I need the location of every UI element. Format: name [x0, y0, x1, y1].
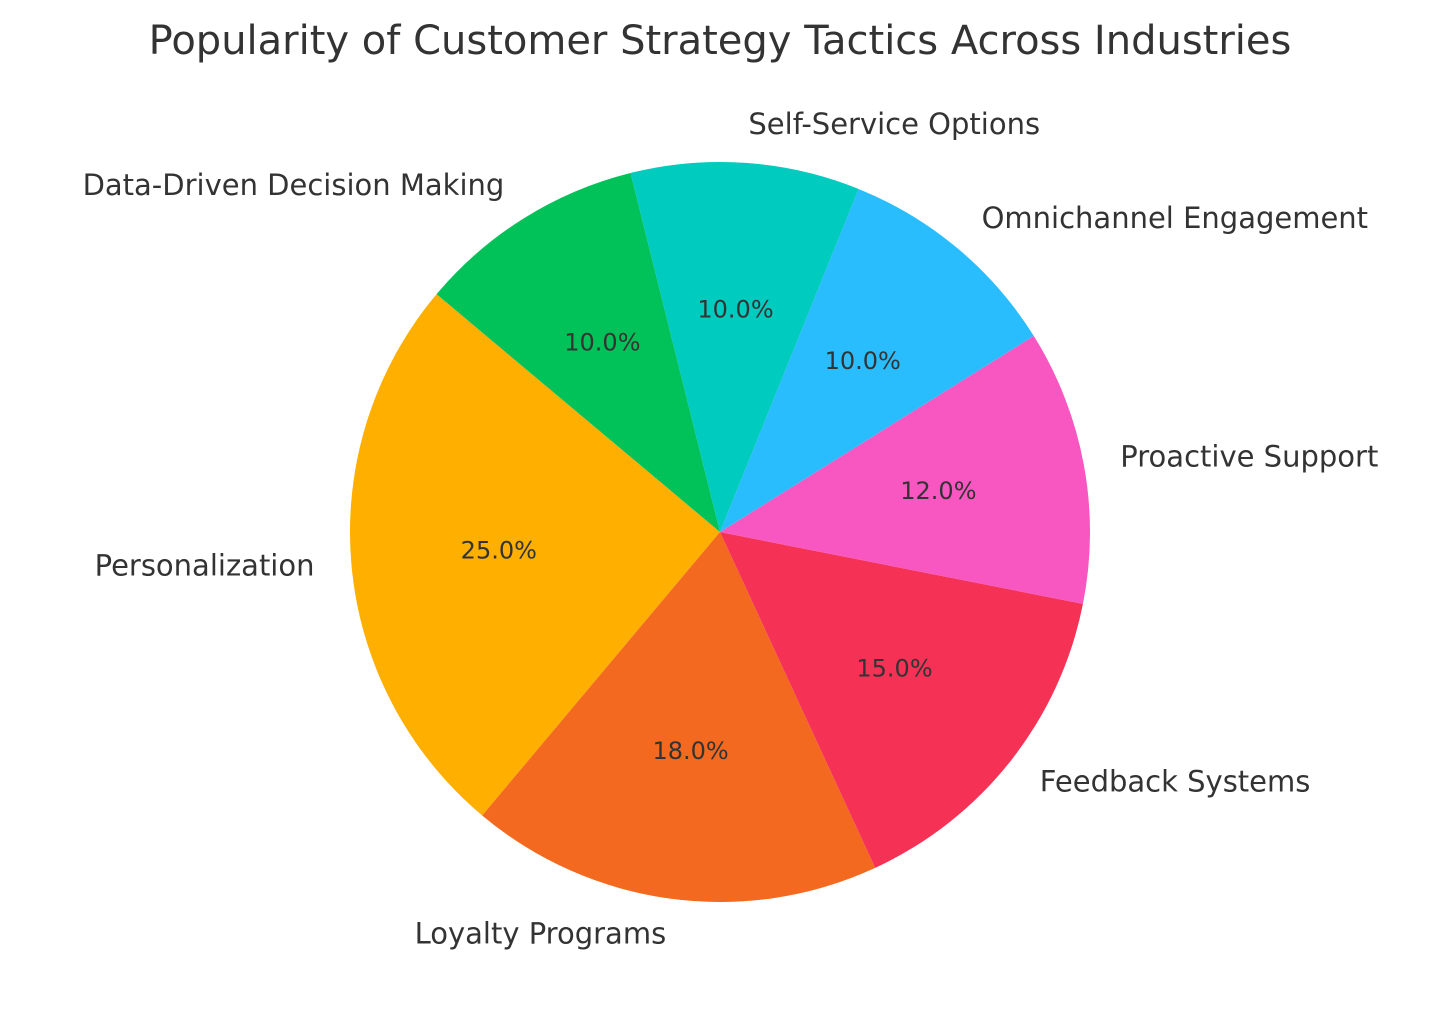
percent-labels: 25.0% 18.0% 15.0% 12.0% 10.0% 10.0% 10.0%: [461, 296, 977, 766]
pie-slices: [349, 161, 1090, 903]
label-data-driven-decision-making: Data-Driven Decision Making: [83, 168, 505, 202]
pct-personalization: 25.0%: [461, 536, 537, 564]
pct-data-driven-decision-making: 10.0%: [564, 329, 640, 357]
label-personalization: Personalization: [95, 549, 315, 583]
label-loyalty-programs: Loyalty Programs: [415, 916, 667, 950]
pct-feedback-systems: 15.0%: [856, 654, 932, 682]
pct-self-service-options: 10.0%: [697, 296, 773, 324]
label-omnichannel-engagement: Omnichannel Engagement: [982, 201, 1368, 235]
slice-personalization: [349, 294, 720, 816]
pct-proactive-support: 12.0%: [900, 477, 976, 505]
slice-omnichannel-engagement: [720, 188, 1034, 532]
slice-loyalty-programs: [482, 532, 876, 903]
label-self-service-options: Self-Service Options: [748, 107, 1040, 141]
label-proactive-support: Proactive Support: [1120, 440, 1378, 474]
label-feedback-systems: Feedback Systems: [1040, 765, 1311, 799]
slice-data-driven-decision-making: [436, 172, 720, 533]
pct-loyalty-programs: 18.0%: [652, 737, 728, 765]
slice-labels: Personalization Loyalty Programs Feedback …: [83, 107, 1379, 950]
chart-title: Popularity of Customer Strategy Tactics …: [149, 18, 1292, 64]
slice-feedback-systems: [720, 532, 1083, 868]
pct-omnichannel-engagement: 10.0%: [825, 347, 901, 375]
slice-proactive-support: [720, 335, 1090, 604]
slice-self-service-options: [630, 161, 859, 532]
